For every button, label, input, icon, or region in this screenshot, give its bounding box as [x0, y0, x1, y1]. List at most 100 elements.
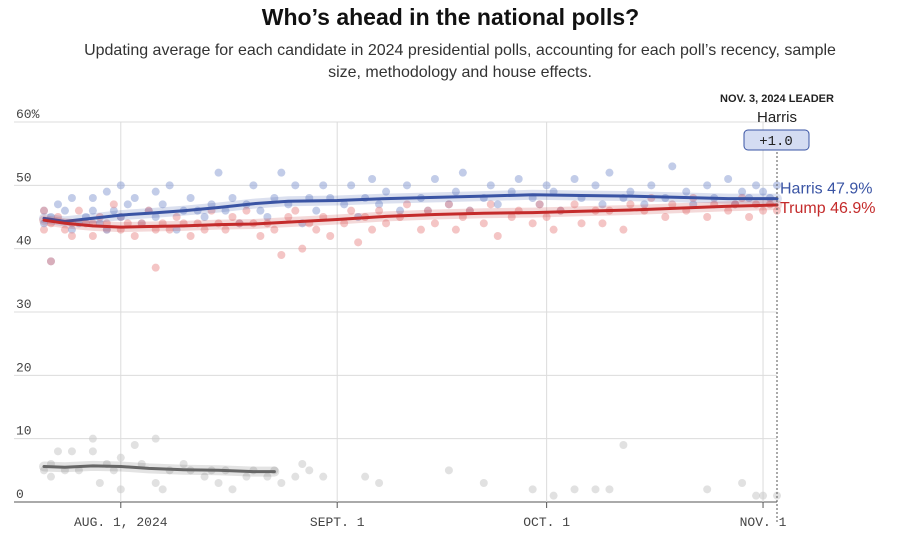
poll-dot-harris	[256, 206, 265, 215]
chart-title: Who’s ahead in the national polls?	[261, 4, 640, 30]
poll-dot-harris	[514, 175, 523, 183]
poll-dot-trump	[298, 244, 307, 253]
x-tick-label: AUG. 1, 2024	[74, 515, 168, 530]
poll-dot-harris	[88, 206, 97, 215]
poll-dot-harris	[668, 162, 677, 171]
poll-dot-harris	[158, 200, 167, 209]
poll-dot-harris	[759, 187, 768, 196]
average-lines	[39, 189, 782, 477]
poll-dot-kennedy	[759, 491, 768, 500]
poll-dot-trump	[354, 238, 363, 247]
poll-dot-kennedy	[528, 485, 537, 494]
y-tick-label: 10	[16, 424, 32, 439]
poll-dot-trump	[375, 206, 384, 215]
poll-dot-trump	[745, 213, 754, 221]
poll-dot-trump	[535, 200, 544, 209]
poll-dot-harris	[151, 187, 160, 196]
leader-margin-badge	[743, 129, 810, 151]
poll-dot-kennedy	[361, 472, 370, 481]
poll-dot-trump	[773, 206, 781, 215]
y-tick-label: 40	[16, 234, 32, 249]
poll-dot-harris	[507, 187, 516, 196]
poll-dot-trump	[661, 213, 670, 221]
poll-dot-trump	[46, 257, 55, 266]
poll-dots	[40, 162, 781, 500]
poll-dot-trump	[186, 232, 195, 240]
poll-dot-trump	[326, 232, 335, 240]
poll-dot-harris	[130, 194, 139, 202]
poll-dot-harris	[598, 200, 607, 209]
poll-dot-trump	[172, 213, 181, 221]
poll-dot-trump	[570, 200, 579, 209]
poll-dot-kennedy	[116, 453, 125, 462]
poll-dot-harris	[312, 206, 321, 215]
poll-dot-harris	[200, 213, 209, 221]
poll-dot-trump	[444, 200, 453, 209]
poll-dot-trump	[151, 263, 160, 272]
x-tick-label: SEPT. 1	[310, 515, 365, 530]
poll-dot-kennedy	[46, 472, 55, 481]
poll-dot-harris	[647, 181, 656, 190]
poll-dot-harris	[451, 187, 460, 196]
y-tick-label: 30	[16, 297, 32, 312]
poll-dot-kennedy	[109, 466, 118, 475]
poll-dot-kennedy	[591, 485, 600, 494]
poll-dot-trump	[724, 206, 733, 215]
poll-dot-kennedy	[53, 447, 62, 456]
poll-dot-harris	[109, 206, 118, 215]
poll-dot-trump	[277, 251, 286, 259]
poll-dot-trump	[368, 225, 377, 234]
gridlines	[14, 121, 777, 508]
x-tick-labels: AUG. 1, 2024 SEPT. 1 OCT. 1 NOV. 1	[74, 515, 787, 530]
poll-dot-trump	[270, 225, 279, 234]
poll-dot-harris	[151, 213, 160, 221]
poll-dot-kennedy	[95, 479, 104, 487]
poll-dot-trump	[416, 225, 425, 234]
poll-dot-harris	[486, 181, 495, 190]
poll-dot-harris	[88, 194, 97, 202]
poll-dot-harris	[591, 181, 600, 190]
poll-dot-harris	[263, 213, 272, 221]
poll-dot-kennedy	[151, 479, 160, 487]
poll-dot-trump	[423, 206, 432, 215]
poll-dot-harris	[703, 181, 712, 190]
poll-dot-harris	[102, 187, 111, 196]
leader-date-label: NOV. 3, 2024 LEADER	[720, 93, 834, 105]
poll-dot-kennedy	[88, 447, 97, 456]
poll-dot-kennedy	[74, 466, 83, 475]
line-kennedy	[42, 464, 276, 474]
line-trump	[42, 203, 779, 229]
poll-dot-trump	[40, 206, 48, 215]
poll-dot-trump	[347, 206, 356, 215]
poll-dot-kennedy	[375, 479, 384, 487]
poll-dot-harris	[640, 200, 649, 209]
poll-dot-kennedy	[570, 485, 579, 494]
line-harris	[42, 193, 779, 223]
poll-dot-trump	[598, 219, 607, 228]
poll-dot-trump	[67, 232, 76, 240]
poll-dot-trump	[626, 200, 635, 209]
poll-dot-harris	[249, 181, 258, 190]
poll-dot-trump	[759, 206, 768, 215]
poll-dot-trump	[493, 232, 502, 240]
poll-dot-kennedy	[151, 434, 160, 443]
poll-dot-harris	[724, 175, 733, 183]
poll-dot-harris	[116, 181, 125, 190]
end-labels: Harris 47.9% Trump 46.9%	[780, 181, 875, 217]
poll-dot-harris	[291, 181, 300, 190]
poll-dot-kennedy	[88, 434, 97, 443]
poll-dot-trump	[256, 232, 265, 240]
poll-dot-harris	[207, 200, 216, 209]
poll-dot-trump	[703, 213, 712, 221]
y-tick-label: 20	[16, 360, 32, 375]
poll-dot-trump	[242, 206, 251, 215]
poll-dot-kennedy	[179, 460, 188, 468]
poll-dot-kennedy	[214, 479, 223, 487]
poll-dot-harris	[458, 168, 467, 177]
poll-dot-kennedy	[137, 460, 146, 468]
end-label-trump: Trump 46.9%	[780, 200, 875, 217]
poll-dot-kennedy	[200, 472, 209, 481]
poll-dot-harris	[382, 187, 391, 196]
poll-dot-harris	[270, 194, 279, 202]
